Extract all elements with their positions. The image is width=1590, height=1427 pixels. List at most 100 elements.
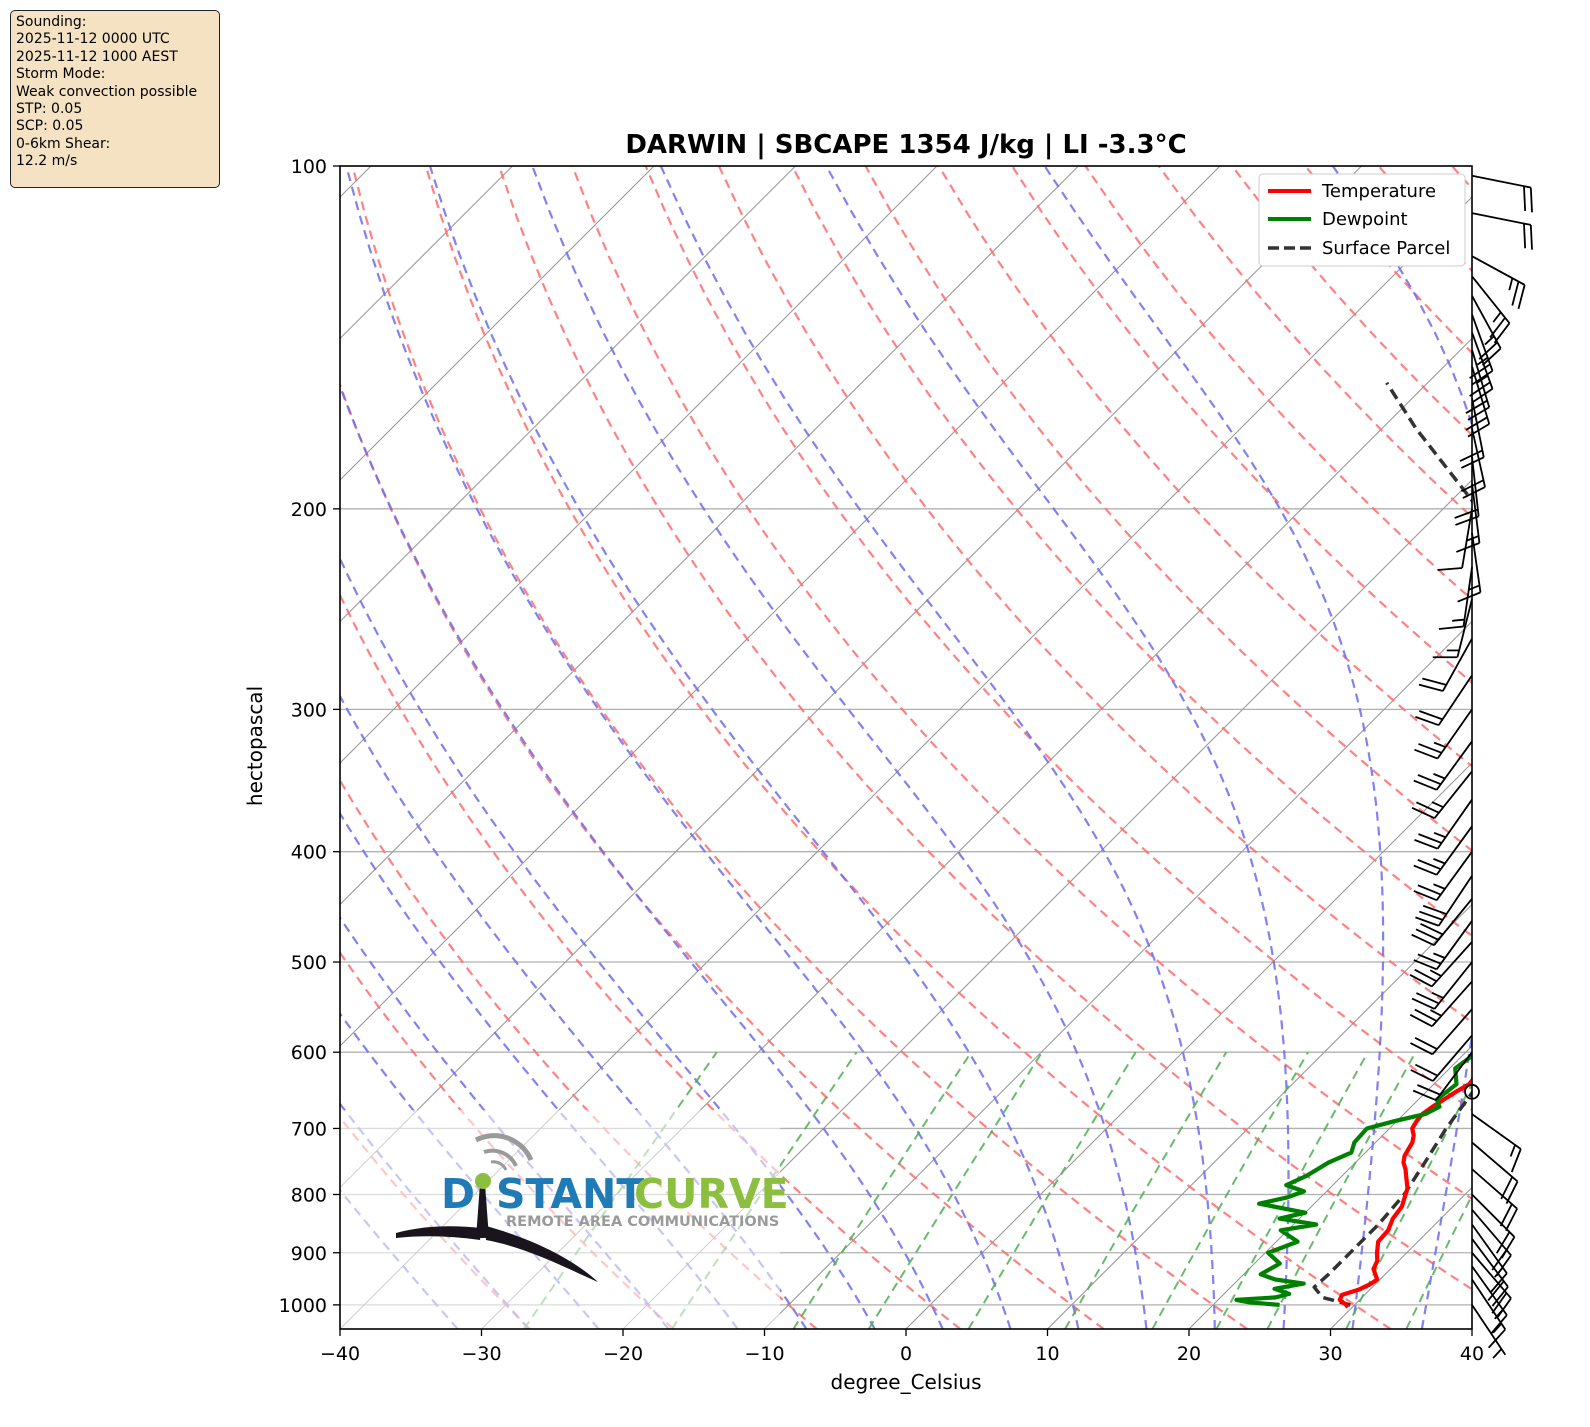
mixing-ratio-line xyxy=(792,1051,973,1329)
y-tick-label: 900 xyxy=(291,1243,327,1265)
dry-adiabat-line xyxy=(791,166,1472,938)
moist-adiabat-line xyxy=(659,166,1216,1329)
y-tick-label: 800 xyxy=(291,1185,327,1207)
x-tick-label: 0 xyxy=(900,1343,912,1365)
barb-full-line xyxy=(1411,997,1435,1010)
barb-full-line xyxy=(1529,187,1533,213)
barb-half-line xyxy=(1433,952,1446,959)
barb-full-line xyxy=(1418,743,1442,754)
barb-full-line xyxy=(1467,423,1490,438)
barb-shaft xyxy=(1471,1265,1508,1316)
axes: −40 −30 −20 −10 0 10 20 30 40 1000 900 800 700 600 500… xyxy=(279,156,1484,1365)
dry-adiabat-line xyxy=(1231,166,1472,437)
dry-adiabat-line xyxy=(1525,166,1590,1329)
barb-full-line xyxy=(1413,779,1438,791)
barb-full-line xyxy=(1505,1208,1518,1232)
barb-shaft xyxy=(1435,825,1473,876)
barb-full-line xyxy=(1523,223,1527,249)
barb-shaft xyxy=(1435,740,1473,791)
barb-shaft xyxy=(1471,1168,1518,1210)
barb-shaft xyxy=(1471,314,1494,372)
dry-adiabat-line xyxy=(340,381,1105,1329)
barb-full-line xyxy=(1409,974,1433,988)
isotherm-line xyxy=(1047,903,1472,1329)
barb-full-line xyxy=(1469,381,1491,397)
moist-adiabat-line xyxy=(531,166,1148,1329)
barb-full-line xyxy=(1471,388,1494,404)
distant-curve-logo: D STANT CURVE REMOTE AREA COMMUNICATIONS xyxy=(340,1110,789,1329)
x-tick-label: −10 xyxy=(744,1343,784,1365)
barb-full-line xyxy=(1491,1292,1508,1314)
mixing-ratio-line xyxy=(1405,1193,1472,1329)
barb-shaft xyxy=(1436,799,1473,850)
dry-adiabat-line xyxy=(1157,166,1472,519)
wind-barb xyxy=(1409,980,1473,1028)
barb-half-line xyxy=(1492,311,1502,323)
barb-shaft xyxy=(1471,1304,1507,1356)
wind-barb xyxy=(1471,1278,1507,1349)
barb-half-line xyxy=(1476,356,1489,366)
wind-barb xyxy=(1471,1168,1518,1232)
barb-full-line xyxy=(1517,284,1526,310)
isotherm-line xyxy=(340,166,372,198)
x-tick-label: 30 xyxy=(1318,1343,1342,1365)
barb-full-line xyxy=(1487,1280,1505,1301)
logo-text-curve: CURVE xyxy=(634,1170,789,1218)
moist-adiabat-line xyxy=(340,693,808,1329)
wind-barb xyxy=(1411,898,1473,947)
wind-barb xyxy=(1415,875,1473,927)
barb-full-line xyxy=(1415,928,1439,941)
barb-shaft xyxy=(1432,1034,1473,1082)
dry-adiabat-line xyxy=(644,166,1472,1112)
signal-arc-outer xyxy=(474,1133,534,1162)
y-tick-label: 500 xyxy=(291,952,327,974)
barb-shaft xyxy=(1431,941,1473,988)
barb-full-line xyxy=(1490,1314,1508,1335)
signal-arc-middle xyxy=(483,1148,518,1167)
barb-full-line xyxy=(1418,683,1444,692)
barb-full-line xyxy=(1499,1203,1513,1227)
barb-full-line xyxy=(1412,1089,1437,1102)
wind-barb xyxy=(1471,1193,1516,1259)
barb-shaft xyxy=(1456,598,1473,658)
barb-full-line xyxy=(1422,904,1447,915)
barb-full-line xyxy=(1461,456,1485,469)
isotherm-line xyxy=(905,762,1472,1329)
isotherm-line xyxy=(340,166,938,764)
barb-shaft xyxy=(1431,980,1473,1027)
barb-full-line xyxy=(1438,625,1464,630)
barb-shaft xyxy=(1471,1193,1516,1238)
barb-half-line xyxy=(1433,831,1446,839)
barb-full-line xyxy=(1414,1008,1438,1022)
dewpoint-line xyxy=(1234,1053,1472,1307)
barb-shaft xyxy=(1471,366,1491,425)
barb-full-line xyxy=(1529,224,1533,250)
barb-shaft xyxy=(1442,638,1473,692)
mixing-ratio-line xyxy=(1064,1051,1228,1329)
barb-shaft xyxy=(1433,961,1473,1010)
y-tick-label: 100 xyxy=(291,156,327,178)
info-line: Storm Mode: xyxy=(16,66,106,83)
legend-temperature-label: Temperature xyxy=(1321,181,1436,202)
dry-adiabat-line xyxy=(498,166,1472,1291)
barb-full-line xyxy=(1414,839,1438,850)
barb-full-line xyxy=(1505,1181,1519,1204)
barb-full-line xyxy=(1410,1042,1433,1056)
barb-full-line xyxy=(1409,1014,1433,1028)
barb-full-line xyxy=(1456,542,1480,553)
y-tick-label: 200 xyxy=(291,499,327,521)
barb-full-line xyxy=(1467,406,1490,421)
barb-full-line xyxy=(1422,677,1447,686)
barb-full-line xyxy=(1417,774,1442,785)
x-tick-label: 20 xyxy=(1177,1343,1201,1365)
legend: Temperature Dewpoint Surface Parcel xyxy=(1258,173,1466,267)
moist-adiabat-line xyxy=(428,166,1080,1329)
profile-lines xyxy=(1234,381,1472,1309)
barb-shaft xyxy=(1437,674,1473,726)
isotherm-line xyxy=(340,166,655,481)
info-line: Sounding: xyxy=(16,14,87,30)
barb-full-line xyxy=(1414,1036,1438,1050)
dry-adiabat-line xyxy=(424,166,1392,1329)
barb-full-line xyxy=(1478,341,1498,360)
y-tick-label: 300 xyxy=(291,699,327,721)
